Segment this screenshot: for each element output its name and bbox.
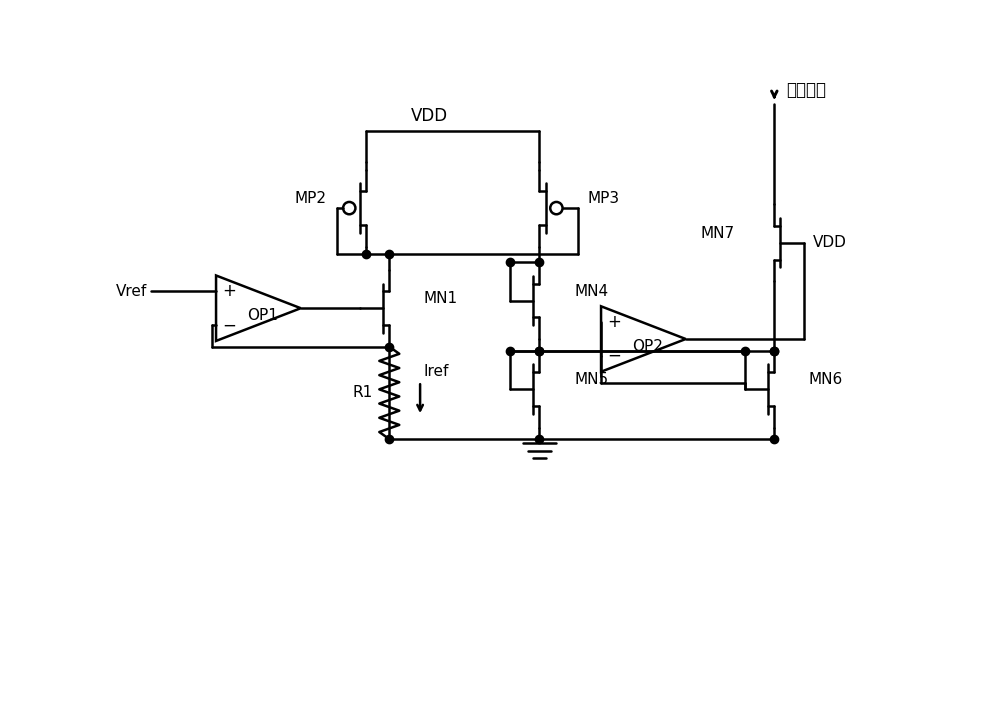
Text: R1: R1 (352, 386, 372, 401)
Text: VDD: VDD (411, 106, 448, 125)
Text: −: − (607, 347, 621, 365)
Text: OP2: OP2 (632, 339, 663, 354)
Text: MP2: MP2 (294, 191, 326, 206)
Text: MN4: MN4 (574, 283, 608, 298)
Text: MN6: MN6 (809, 372, 843, 387)
Text: VDD: VDD (813, 235, 847, 251)
Text: −: − (222, 316, 236, 334)
Text: MN1: MN1 (424, 291, 458, 306)
Text: +: + (222, 282, 236, 301)
Text: MP3: MP3 (587, 191, 619, 206)
Text: MN7: MN7 (700, 226, 734, 241)
Text: +: + (607, 313, 621, 331)
Text: MN5: MN5 (574, 372, 608, 387)
Text: Iref: Iref (424, 364, 449, 379)
Text: 驱动电流: 驱动电流 (786, 81, 826, 99)
Text: OP1: OP1 (247, 308, 278, 323)
Text: Vref: Vref (116, 283, 147, 298)
